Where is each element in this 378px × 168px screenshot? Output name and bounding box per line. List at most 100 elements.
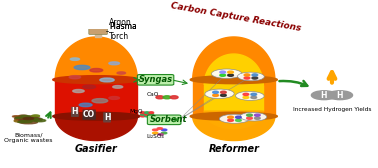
Ellipse shape [23, 118, 34, 120]
Ellipse shape [19, 119, 29, 121]
Ellipse shape [190, 76, 277, 84]
Polygon shape [204, 85, 263, 111]
Ellipse shape [161, 132, 167, 134]
Ellipse shape [69, 76, 81, 79]
Ellipse shape [327, 91, 353, 100]
Ellipse shape [244, 77, 250, 79]
Text: Increased Hydrogen Yields: Increased Hydrogen Yields [293, 107, 371, 112]
Polygon shape [193, 80, 275, 116]
Ellipse shape [90, 69, 103, 72]
Ellipse shape [254, 114, 260, 116]
Text: Plasma: Plasma [109, 22, 136, 31]
Ellipse shape [243, 93, 249, 95]
Text: Syngas: Syngas [138, 75, 173, 84]
Polygon shape [55, 80, 137, 116]
Ellipse shape [190, 112, 277, 120]
Text: CaO: CaO [147, 92, 159, 97]
Polygon shape [204, 111, 263, 129]
Ellipse shape [220, 74, 226, 76]
Ellipse shape [158, 134, 163, 135]
Ellipse shape [16, 118, 24, 120]
Ellipse shape [252, 74, 258, 76]
Ellipse shape [149, 115, 153, 117]
Ellipse shape [145, 112, 149, 114]
Ellipse shape [74, 65, 90, 70]
Ellipse shape [33, 118, 42, 121]
Ellipse shape [117, 72, 125, 74]
Polygon shape [204, 54, 263, 85]
Ellipse shape [156, 96, 164, 99]
Ellipse shape [18, 121, 25, 123]
Ellipse shape [252, 77, 258, 79]
Ellipse shape [53, 112, 140, 120]
Ellipse shape [83, 85, 96, 89]
Text: H: H [337, 91, 343, 100]
Polygon shape [55, 116, 137, 141]
Ellipse shape [221, 94, 226, 96]
Ellipse shape [228, 116, 234, 118]
Ellipse shape [205, 89, 234, 99]
Ellipse shape [73, 90, 84, 93]
Ellipse shape [213, 94, 218, 96]
Ellipse shape [228, 119, 234, 121]
Text: H: H [72, 107, 78, 116]
Ellipse shape [246, 117, 253, 119]
Ellipse shape [113, 86, 123, 88]
Text: Carbon Capture Reactions: Carbon Capture Reactions [170, 1, 302, 33]
Ellipse shape [109, 62, 119, 65]
Ellipse shape [228, 71, 234, 73]
Ellipse shape [235, 91, 264, 100]
Ellipse shape [244, 74, 250, 76]
Ellipse shape [29, 118, 39, 120]
Ellipse shape [140, 113, 145, 115]
Ellipse shape [235, 116, 241, 118]
Ellipse shape [219, 114, 249, 123]
Text: MgO: MgO [130, 109, 143, 114]
Ellipse shape [26, 116, 38, 119]
Ellipse shape [235, 119, 241, 121]
Ellipse shape [19, 115, 30, 118]
Text: CO: CO [83, 110, 95, 119]
Ellipse shape [145, 113, 149, 115]
Ellipse shape [246, 114, 253, 116]
Ellipse shape [19, 118, 35, 122]
Ellipse shape [170, 96, 178, 99]
Polygon shape [55, 37, 137, 80]
Polygon shape [193, 116, 275, 141]
Ellipse shape [220, 71, 226, 73]
Ellipse shape [14, 117, 28, 120]
Ellipse shape [109, 97, 119, 99]
Text: Sorbent: Sorbent [150, 115, 187, 124]
Text: Li₂SO₄: Li₂SO₄ [146, 134, 164, 139]
Text: Plasma
Torch: Plasma Torch [109, 22, 136, 41]
Text: Gasifier: Gasifier [75, 144, 118, 154]
Ellipse shape [161, 129, 167, 131]
Ellipse shape [213, 91, 218, 93]
Ellipse shape [149, 112, 153, 114]
Ellipse shape [149, 113, 153, 115]
FancyBboxPatch shape [137, 75, 174, 85]
Ellipse shape [20, 121, 37, 124]
Ellipse shape [153, 132, 158, 134]
Ellipse shape [27, 117, 33, 119]
Ellipse shape [243, 96, 249, 98]
Text: Biomass/
Organic wastes: Biomass/ Organic wastes [4, 133, 53, 143]
Ellipse shape [163, 96, 171, 99]
FancyBboxPatch shape [147, 115, 181, 125]
Ellipse shape [311, 91, 336, 100]
Ellipse shape [251, 96, 257, 98]
Polygon shape [193, 37, 275, 80]
Text: H: H [104, 113, 110, 122]
Ellipse shape [153, 129, 158, 131]
Text: Reformer: Reformer [208, 144, 259, 154]
Ellipse shape [33, 119, 46, 122]
Ellipse shape [53, 76, 140, 84]
Ellipse shape [211, 69, 242, 78]
Ellipse shape [19, 115, 28, 118]
FancyBboxPatch shape [89, 25, 107, 34]
Ellipse shape [140, 115, 145, 117]
Ellipse shape [145, 115, 149, 117]
Ellipse shape [254, 117, 260, 119]
Ellipse shape [240, 112, 267, 121]
Ellipse shape [15, 117, 22, 118]
